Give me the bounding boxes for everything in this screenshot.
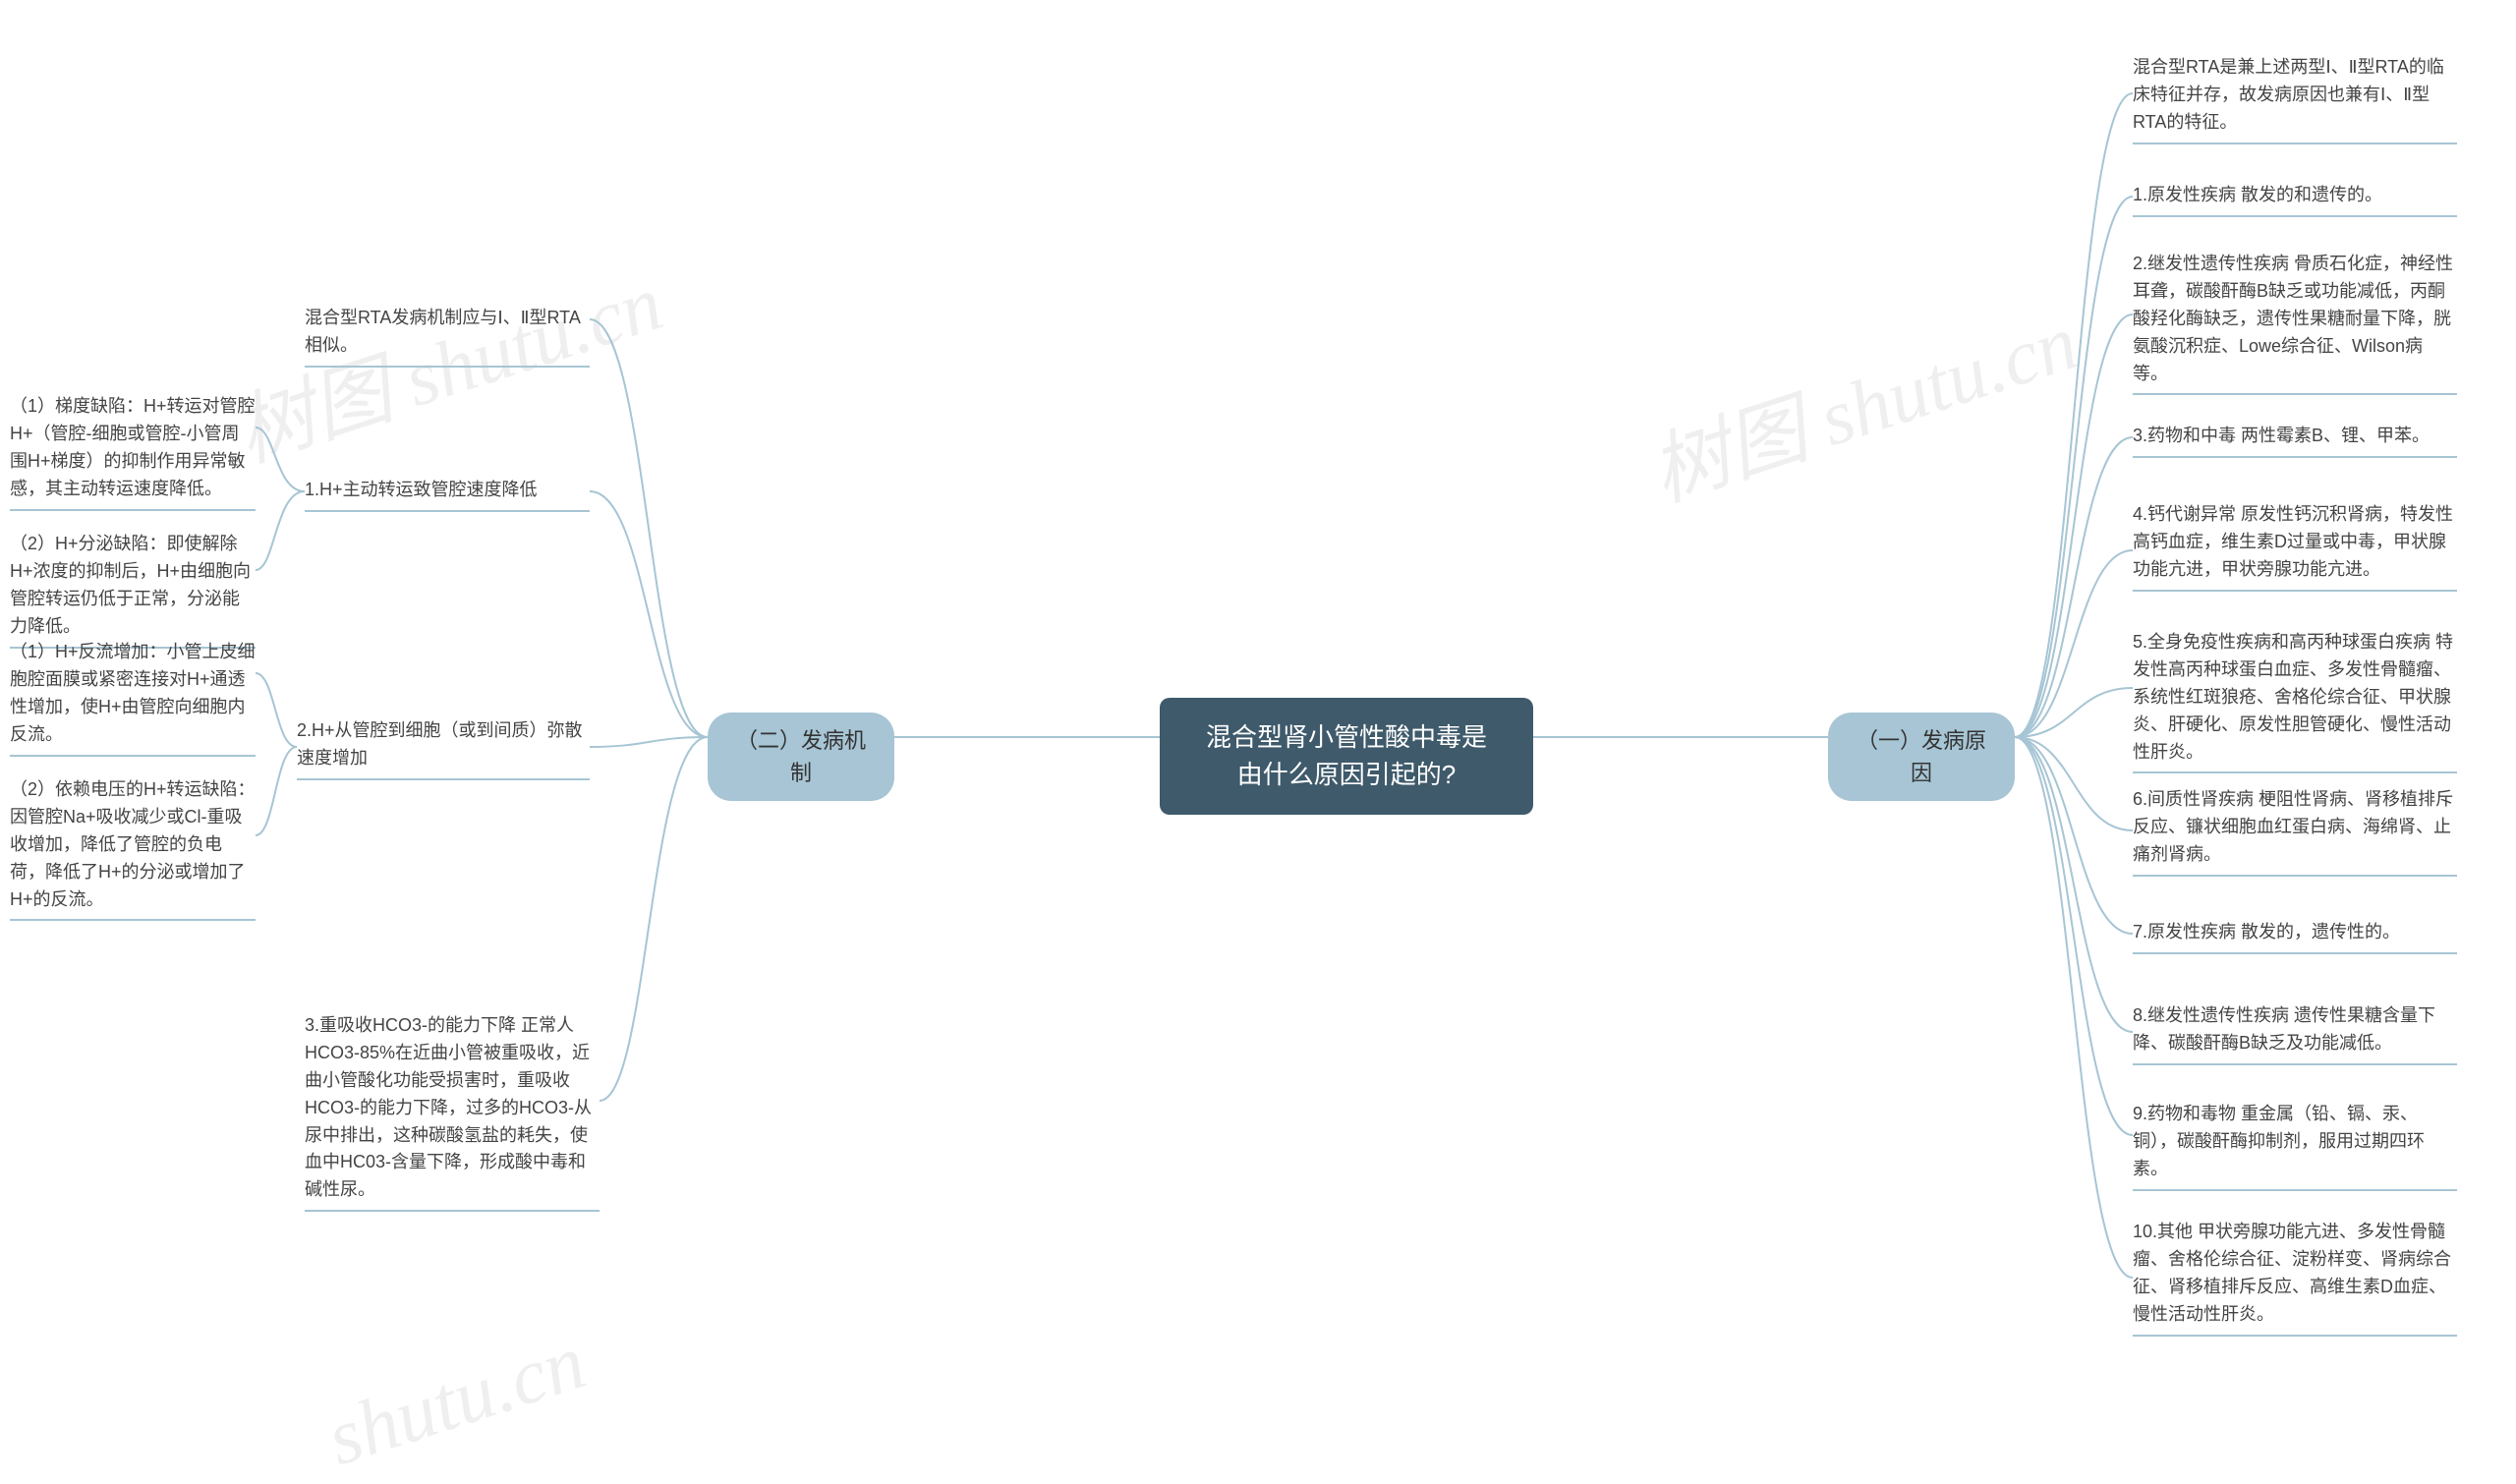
right-leaf: 10.其他 甲状旁腺功能亢进、多发性骨髓瘤、舍格伦综合征、淀粉样变、肾病综合征、… bbox=[2133, 1219, 2457, 1337]
left-sub-1-1: （2）H+分泌缺陷：即使解除H+浓度的抑制后，H+由细胞向管腔转运仍低于正常，分… bbox=[10, 531, 256, 649]
branch-left-label: （二）发病机制 bbox=[736, 728, 866, 785]
right-leaf: 2.继发性遗传性疾病 骨质石化症，神经性耳聋，碳酸酐酶B缺乏或功能减低，丙酮酸羟… bbox=[2133, 251, 2457, 395]
watermark: shutu.cn bbox=[317, 1318, 597, 1484]
right-leaf: 4.钙代谢异常 原发性钙沉积肾病，特发性高钙血症，维生素D过量或中毒，甲状腺功能… bbox=[2133, 501, 2457, 592]
right-leaf: 混合型RTA是兼上述两型Ⅰ、Ⅱ型RTA的临床特征并存，故发病原因也兼有Ⅰ、Ⅱ型R… bbox=[2133, 54, 2457, 144]
left-mid-3: 3.重吸收HCO3-的能力下降 正常人HCO3-85%在近曲小管被重吸收，近曲小… bbox=[305, 1012, 600, 1212]
left-mid-2: 2.H+从管腔到细胞（或到间质）弥散速度增加 bbox=[297, 717, 590, 780]
left-sub-2-1: （2）依赖电压的H+转运缺陷：因管腔Na+吸收减少或Cl-重吸收增加，降低了管腔… bbox=[10, 776, 256, 921]
right-leaf: 1.原发性疾病 散发的和遗传的。 bbox=[2133, 182, 2457, 217]
root-title-line2: 由什么原因引起的? bbox=[1237, 760, 1456, 789]
watermark: 树图 shutu.cn bbox=[1634, 278, 2089, 523]
right-leaf: 3.药物和中毒 两性霉素B、锂、甲苯。 bbox=[2133, 423, 2457, 458]
root-node: 混合型肾小管性酸中毒是 由什么原因引起的? bbox=[1160, 698, 1533, 815]
right-leaf: 7.原发性疾病 散发的，遗传性的。 bbox=[2133, 919, 2457, 954]
right-leaf: 9.药物和毒物 重金属（铅、镉、汞、铜），碳酸酐酶抑制剂，服用过期四环素。 bbox=[2133, 1101, 2457, 1191]
right-leaf: 8.继发性遗传性疾病 遗传性果糖含量下降、碳酸酐酶B缺乏及功能减低。 bbox=[2133, 1002, 2457, 1065]
left-sub-1-0: （1）梯度缺陷：H+转运对管腔H+（管腔-细胞或管腔-小管周围H+梯度）的抑制作… bbox=[10, 393, 256, 511]
left-mid-0: 混合型RTA发病机制应与Ⅰ、Ⅱ型RTA相似。 bbox=[305, 305, 590, 368]
right-leaf: 6.间质性肾疾病 梗阻性肾病、肾移植排斥反应、镰状细胞血红蛋白病、海绵肾、止痛剂… bbox=[2133, 786, 2457, 877]
root-title-line1: 混合型肾小管性酸中毒是 bbox=[1206, 722, 1487, 752]
left-mid-1: 1.H+主动转运致管腔速度降低 bbox=[305, 477, 590, 512]
mindmap-canvas: 树图 shutu.cn 树图 shutu.cn shutu.cn bbox=[0, 0, 2516, 1477]
right-leaf: 5.全身免疫性疾病和高丙种球蛋白疾病 特发性高丙种球蛋白血症、多发性骨髓瘤、系统… bbox=[2133, 629, 2457, 773]
left-sub-2-0: （1）H+反流增加：小管上皮细胞腔面膜或紧密连接对H+通透性增加，使H+由管腔向… bbox=[10, 639, 256, 757]
branch-right: （一）发病原因 bbox=[1828, 713, 2015, 801]
branch-right-label: （一）发病原因 bbox=[1857, 728, 1986, 785]
branch-left: （二）发病机制 bbox=[708, 713, 894, 801]
